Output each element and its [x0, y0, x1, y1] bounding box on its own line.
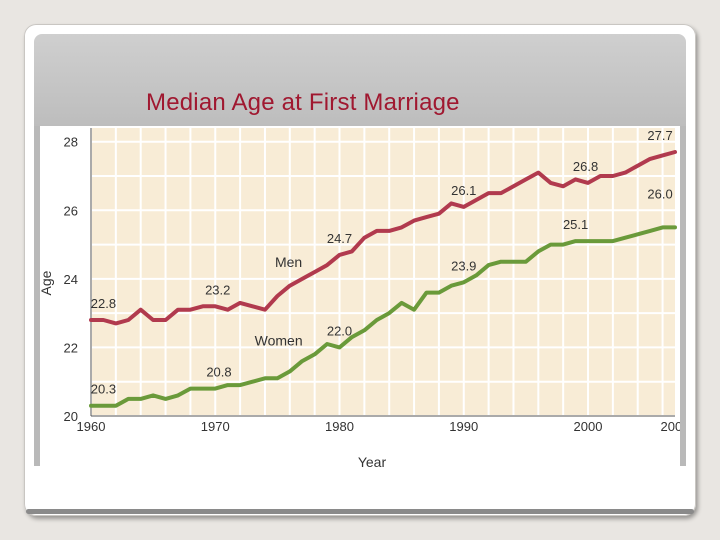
line-chart: 20 22 24 26 28 1960 1970 1980 1990 2000 2007 Year Ag… — [40, 128, 680, 470]
data-label: 27.7 — [647, 128, 672, 143]
left-edge-strip — [34, 126, 40, 466]
y-tick-label: 28 — [64, 135, 78, 150]
data-label: 26.8 — [573, 159, 598, 174]
data-label: 22.8 — [91, 296, 116, 311]
data-label: 26.0 — [647, 186, 672, 201]
data-label: 20.8 — [206, 365, 231, 380]
y-axis-title: Age — [40, 270, 54, 295]
data-label: 22.0 — [327, 323, 352, 338]
series-line-men — [89, 150, 677, 326]
data-label: 25.1 — [563, 217, 588, 232]
series-line-women — [89, 225, 677, 408]
x-tick-label: 1970 — [201, 419, 230, 434]
y-tick-label: 24 — [64, 272, 78, 287]
slide-title: Median Age at First Marriage — [146, 89, 460, 116]
right-edge-strip — [680, 126, 686, 466]
series-label-men: Men — [275, 254, 302, 270]
x-tick-label: 1960 — [77, 419, 106, 434]
x-tick-label: 2000 — [574, 419, 603, 434]
bottom-rule — [26, 509, 694, 514]
y-tick-label: 20 — [64, 409, 78, 424]
x-tick-label: 2007 — [661, 419, 680, 434]
y-tick-label: 26 — [64, 203, 78, 218]
title-band — [34, 34, 686, 126]
data-label: 23.2 — [205, 282, 230, 297]
x-tick-label: 1980 — [325, 419, 354, 434]
data-label: 26.1 — [451, 183, 476, 198]
data-label: 23.9 — [451, 258, 476, 273]
x-axis-title: Year — [358, 454, 387, 470]
x-tick-label: 1990 — [449, 419, 478, 434]
data-label: 20.3 — [91, 382, 116, 397]
series-label-women: Women — [255, 333, 303, 349]
data-label: 24.7 — [327, 231, 352, 246]
y-tick-label: 22 — [64, 340, 78, 355]
